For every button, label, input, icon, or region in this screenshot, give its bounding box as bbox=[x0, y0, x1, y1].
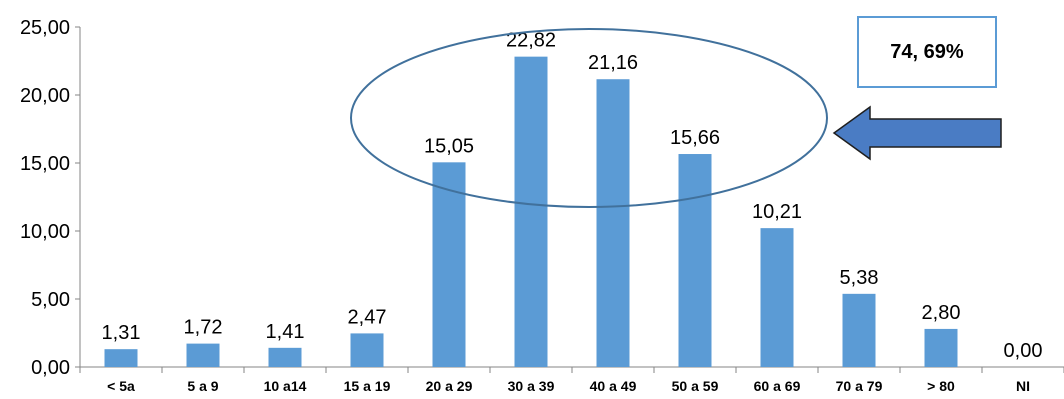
bar bbox=[104, 349, 138, 367]
bar bbox=[924, 328, 958, 367]
y-tick-label: 5,00 bbox=[31, 289, 70, 311]
bar bbox=[268, 347, 302, 367]
x-tick-label: 15 a 19 bbox=[344, 378, 391, 394]
bar bbox=[596, 79, 630, 367]
callout-box: 74, 69% bbox=[857, 16, 997, 88]
bar bbox=[432, 162, 466, 367]
data-label: 1,41 bbox=[266, 321, 305, 343]
data-label: 15,66 bbox=[670, 127, 720, 149]
data-label: 15,05 bbox=[424, 135, 474, 157]
y-axis: 0,00 5,00 10,00 15,00 20,00 25,00 bbox=[20, 17, 81, 379]
x-tick-label: 10 a14 bbox=[264, 378, 307, 394]
y-tick-label: 0,00 bbox=[31, 357, 70, 379]
x-tick-label: 30 a 39 bbox=[508, 378, 555, 394]
data-label: 2,80 bbox=[922, 302, 961, 324]
bar bbox=[678, 154, 712, 367]
y-tick-label: 15,00 bbox=[20, 153, 70, 175]
bar bbox=[350, 333, 384, 367]
x-tick-label: 50 a 59 bbox=[672, 378, 719, 394]
x-tick-label: 60 a 69 bbox=[754, 378, 801, 394]
bar bbox=[186, 343, 220, 367]
data-label: 10,21 bbox=[752, 201, 802, 223]
x-ticks: < 5a 5 a 9 10 a14 15 a 19 20 a 29 30 a 39 40 a… bbox=[79, 367, 1064, 394]
x-tick-label: 20 a 29 bbox=[426, 378, 473, 394]
callout-text: 74, 69% bbox=[890, 41, 964, 63]
x-axis: < 5a 5 a 9 10 a14 15 a 19 20 a 29 30 a 39 40 a… bbox=[79, 366, 1064, 394]
data-label: 0,00 bbox=[1004, 340, 1043, 362]
x-tick-label: 5 a 9 bbox=[187, 378, 218, 394]
x-tick-label: 70 a 79 bbox=[836, 378, 883, 394]
left-arrow-shape bbox=[832, 105, 1002, 161]
data-label: 5,38 bbox=[840, 267, 879, 289]
x-tick-label: < 5a bbox=[107, 378, 135, 394]
y-ticks: 0,00 5,00 10,00 15,00 20,00 25,00 bbox=[20, 17, 80, 379]
bars bbox=[104, 56, 958, 367]
x-tick-label: 40 a 49 bbox=[590, 378, 637, 394]
data-label: 21,16 bbox=[588, 52, 638, 74]
y-tick-label: 20,00 bbox=[20, 85, 70, 107]
data-label: 2,47 bbox=[348, 306, 387, 328]
data-label: 1,72 bbox=[184, 317, 223, 339]
data-label: 22,82 bbox=[506, 30, 556, 52]
y-tick-label: 10,00 bbox=[20, 221, 70, 243]
bar bbox=[842, 293, 876, 367]
y-tick-label: 25,00 bbox=[20, 17, 70, 39]
callout-box-frame bbox=[857, 16, 997, 88]
x-tick-label: > 80 bbox=[927, 378, 955, 394]
bar bbox=[514, 56, 548, 367]
highlight-ellipse bbox=[350, 28, 828, 208]
data-labels: 1,31 1,72 1,41 2,47 15,05 22,82 21,16 15,66 10,2… bbox=[102, 30, 1043, 362]
x-tick-label: NI bbox=[1016, 378, 1030, 394]
bar bbox=[760, 228, 794, 367]
data-label: 1,31 bbox=[102, 322, 141, 344]
